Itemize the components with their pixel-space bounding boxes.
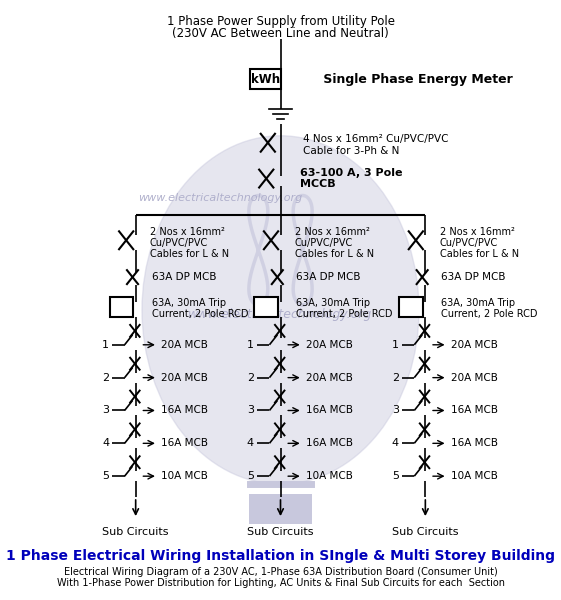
Text: 2: 2 bbox=[102, 373, 109, 383]
Text: kWh: kWh bbox=[251, 73, 280, 86]
Text: 3: 3 bbox=[392, 406, 399, 415]
Bar bbox=[109, 297, 134, 317]
Bar bbox=[249, 494, 312, 524]
Text: 4: 4 bbox=[102, 439, 109, 448]
Text: 16A MCB: 16A MCB bbox=[450, 406, 498, 415]
Text: www.electricaltechnology.org: www.electricaltechnology.org bbox=[188, 308, 373, 322]
Text: 20A MCB: 20A MCB bbox=[161, 340, 208, 350]
Text: 20A MCB: 20A MCB bbox=[450, 340, 498, 350]
Text: 20A MCB: 20A MCB bbox=[450, 373, 498, 383]
Text: 2 Nos x 16mm²: 2 Nos x 16mm² bbox=[440, 227, 514, 238]
Text: 5: 5 bbox=[102, 471, 109, 481]
Text: 2: 2 bbox=[392, 373, 399, 383]
Text: Cu/PVC/PVC: Cu/PVC/PVC bbox=[440, 238, 498, 248]
Text: 63A, 30mA Trip: 63A, 30mA Trip bbox=[441, 298, 516, 308]
Text: 16A MCB: 16A MCB bbox=[161, 406, 208, 415]
Text: Sub Circuits: Sub Circuits bbox=[392, 527, 458, 537]
Text: 4 Nos x 16mm² Cu/PVC/PVC: 4 Nos x 16mm² Cu/PVC/PVC bbox=[304, 134, 449, 144]
Text: With 1-Phase Power Distribution for Lighting, AC Units & Final Sub Circuits for : With 1-Phase Power Distribution for Ligh… bbox=[57, 578, 504, 588]
Text: Current, 2 Pole RCD: Current, 2 Pole RCD bbox=[151, 309, 248, 319]
Text: 3: 3 bbox=[247, 406, 254, 415]
Text: Cables for L & N: Cables for L & N bbox=[295, 249, 374, 259]
Text: 1 Phase Electrical Wiring Installation in SIngle & Multi Storey Building: 1 Phase Electrical Wiring Installation i… bbox=[6, 549, 555, 563]
Bar bbox=[399, 297, 423, 317]
Text: 1: 1 bbox=[247, 340, 254, 350]
Text: 63A DP MCB: 63A DP MCB bbox=[151, 272, 216, 282]
Text: 1 Phase Power Supply from Utility Pole: 1 Phase Power Supply from Utility Pole bbox=[167, 16, 394, 28]
Circle shape bbox=[142, 136, 419, 484]
Text: 63A, 30mA Trip: 63A, 30mA Trip bbox=[151, 298, 226, 308]
Text: 63A, 30mA Trip: 63A, 30mA Trip bbox=[296, 298, 370, 308]
Text: 5: 5 bbox=[247, 471, 254, 481]
Text: 2 Nos x 16mm²: 2 Nos x 16mm² bbox=[295, 227, 370, 238]
Bar bbox=[250, 69, 281, 89]
Text: 5: 5 bbox=[392, 471, 399, 481]
Text: 10A MCB: 10A MCB bbox=[161, 471, 208, 481]
Text: 2 Nos x 16mm²: 2 Nos x 16mm² bbox=[150, 227, 225, 238]
Bar bbox=[254, 297, 278, 317]
Text: Cables for L & N: Cables for L & N bbox=[150, 249, 229, 259]
Text: 63A DP MCB: 63A DP MCB bbox=[296, 272, 361, 282]
Text: 16A MCB: 16A MCB bbox=[161, 439, 208, 448]
Text: Cu/PVC/PVC: Cu/PVC/PVC bbox=[150, 238, 208, 248]
Text: 63-100 A, 3 Pole: 63-100 A, 3 Pole bbox=[300, 167, 402, 178]
Text: 20A MCB: 20A MCB bbox=[306, 340, 353, 350]
Text: 1: 1 bbox=[102, 340, 109, 350]
Text: Sub Circuits: Sub Circuits bbox=[103, 527, 169, 537]
Text: 1: 1 bbox=[392, 340, 399, 350]
Text: Current, 2 Pole RCD: Current, 2 Pole RCD bbox=[296, 309, 393, 319]
Text: 16A MCB: 16A MCB bbox=[306, 439, 353, 448]
Text: Current, 2 Pole RCD: Current, 2 Pole RCD bbox=[441, 309, 537, 319]
Text: 4: 4 bbox=[247, 439, 254, 448]
Text: Sub Circuits: Sub Circuits bbox=[247, 527, 314, 537]
Text: 3: 3 bbox=[102, 406, 109, 415]
Text: 20A MCB: 20A MCB bbox=[306, 373, 353, 383]
Text: Cu/PVC/PVC: Cu/PVC/PVC bbox=[295, 238, 353, 248]
Text: www.electricaltechnology.org: www.electricaltechnology.org bbox=[138, 193, 302, 203]
Text: MCCB: MCCB bbox=[300, 179, 335, 188]
Text: Single Phase Energy Meter: Single Phase Energy Meter bbox=[319, 73, 513, 86]
Text: Cable for 3-Ph & N: Cable for 3-Ph & N bbox=[304, 146, 400, 155]
Text: (230V AC Between Line and Neutral): (230V AC Between Line and Neutral) bbox=[172, 27, 389, 40]
Text: 63A DP MCB: 63A DP MCB bbox=[441, 272, 505, 282]
Text: 16A MCB: 16A MCB bbox=[306, 406, 353, 415]
Text: Electrical Wiring Diagram of a 230V AC, 1-Phase 63A Distribution Board (Consumer: Electrical Wiring Diagram of a 230V AC, … bbox=[63, 567, 498, 577]
Text: 16A MCB: 16A MCB bbox=[450, 439, 498, 448]
Text: 2: 2 bbox=[247, 373, 254, 383]
Text: 20A MCB: 20A MCB bbox=[161, 373, 208, 383]
Text: 4: 4 bbox=[392, 439, 399, 448]
Text: 10A MCB: 10A MCB bbox=[306, 471, 353, 481]
Text: 10A MCB: 10A MCB bbox=[450, 471, 498, 481]
Text: Cables for L & N: Cables for L & N bbox=[440, 249, 519, 259]
